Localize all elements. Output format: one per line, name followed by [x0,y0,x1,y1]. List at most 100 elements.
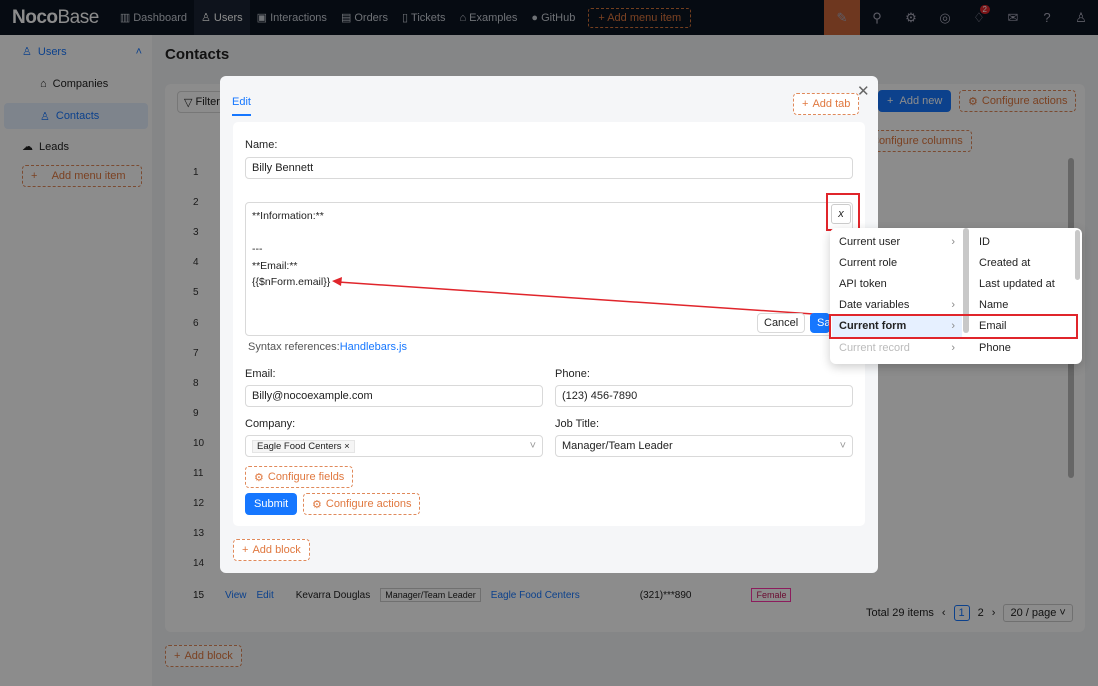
menu-item[interactable]: ID [979,235,990,248]
bank-icon: ⌂ [459,11,467,24]
menu-item[interactable]: Last updated at [979,277,1055,290]
nav-label: Dashboard [133,11,188,24]
page-size-select[interactable]: 20 / page ˅ [1003,604,1073,622]
menu-item[interactable]: Date variables › [832,295,962,316]
syntax-references: Syntax references:Handlebars.js [248,341,407,353]
sidebar-item-leads[interactable]: ☁ Leads [22,140,69,154]
nav-dashboard[interactable]: ▥ Dashboard [113,0,194,35]
sidebar-item-contacts[interactable]: ♙ Contacts [4,103,148,129]
cancel-button[interactable]: Cancel [757,313,806,333]
add-tab-button[interactable]: + Add tab [793,93,860,115]
chevron-right-icon: › [951,320,955,333]
name-input[interactable]: Billy Bennett [245,157,853,179]
notification-badge: 2 [979,5,990,14]
submit-button[interactable]: Submit [245,493,298,515]
modal-add-block-button[interactable]: + Add block [233,539,310,561]
chevron-right-icon: › [951,235,955,248]
filter-icon: ▽ [184,96,196,109]
sidebar-label: Companies [52,78,109,90]
menu-item[interactable]: Name [979,299,1009,312]
chevron-right-icon: › [951,341,955,354]
phone-input[interactable]: (123) 456-7890 [555,385,853,407]
logo[interactable]: NocoBase [12,6,99,28]
highlight-box [829,314,1078,339]
menu-item[interactable]: API token [832,273,962,294]
check-circle-icon[interactable]: ◎ [939,9,951,25]
add-new-button[interactable]: + Add new [878,90,952,112]
plugin-icon[interactable]: ⚲ [872,9,882,25]
sidebar-label: Contacts [55,110,100,122]
label: Add block [252,544,301,556]
row-number: 12 [193,498,205,510]
gear-icon[interactable]: ⚙ [905,9,917,25]
title-tag: Manager/Team Leader [380,588,481,602]
nav-github[interactable]: ● GitHub [524,0,582,35]
close-icon[interactable]: ✕ [857,83,870,100]
company-label: Company: [245,418,296,430]
menu-item[interactable]: Email [979,320,1007,333]
ui-editor-icon[interactable]: ✎ [824,0,860,35]
plus-icon: + [31,170,38,182]
sidebar: ♙ Users ˄ ⌂ Companies ♙ Contacts ☁ Leads + Ad… [0,35,152,686]
email-label: Email: [245,368,276,380]
variable-cascader [830,228,1082,364]
user-icon[interactable]: ♙ [1075,9,1087,25]
nav-users[interactable]: ♙ Users [194,0,250,35]
handlebars-link[interactable]: Handlebars.js [339,341,407,353]
page-1[interactable]: 1 [953,605,970,621]
label: Filter [195,96,220,108]
variable-button[interactable]: x [831,204,851,224]
label: Current role [839,256,898,269]
tab-edit[interactable]: Edit [232,96,251,116]
company-link[interactable]: Eagle Food Centers [490,589,580,601]
next-page-icon[interactable]: › [991,607,996,619]
leads-icon: ☁ [22,141,33,153]
company-select[interactable]: Eagle Food Centers × ˅ [245,435,543,457]
menu-item[interactable]: Created at [979,256,1031,269]
help-icon[interactable]: ? [1043,10,1051,25]
highlight-box [826,193,860,231]
configure-fields-button[interactable]: ⚙ Configure fields [245,466,354,488]
label: Add new [899,95,943,107]
add-menu-item-button[interactable]: + Add menu item [588,7,692,28]
menu-item[interactable]: Current role [832,252,962,273]
page-2[interactable]: 2 [977,607,984,619]
nav-tickets[interactable]: ▯ Tickets [395,0,453,35]
menu-item[interactable]: Current user › [832,231,962,252]
email-input[interactable]: Billy@nocoexample.com [245,385,543,407]
sidebar-label: Users [37,45,67,58]
save-button[interactable]: Save [810,313,830,333]
nav-label: Tickets [411,11,446,24]
nav-examples[interactable]: ⌂ Examples [452,0,524,35]
form-configure-actions-button[interactable]: ⚙ Configure actions [303,493,421,515]
sidebar-item-companies[interactable]: ⌂ Companies [40,78,108,90]
nav-label: Users [213,11,243,24]
row-number: 7 [193,347,199,359]
md-line: **Email:** [252,259,298,272]
name-label: Name: [245,139,278,151]
phone-cell: (321)***890 [639,589,692,601]
nav-orders[interactable]: ▤ Orders [334,0,395,35]
add-block-button[interactable]: + Add block [165,645,242,667]
interactions-icon: ▣ [256,12,268,24]
scrollbar[interactable] [963,228,969,333]
mail-icon[interactable]: ✉ [1007,9,1019,25]
configure-columns-button[interactable]: Configure columns [862,130,972,152]
menu-item[interactable]: Phone [979,341,1011,354]
sidebar-add-menu-item[interactable]: + Add menu item [22,165,142,187]
view-link[interactable]: View [225,589,247,601]
menu-item[interactable]: Current form › [832,315,962,337]
edit-link[interactable]: Edit [256,589,274,601]
prev-page-icon[interactable]: ‹ [941,607,946,619]
job-title-select[interactable]: Manager/Team Leader ˅ [555,435,853,457]
tickets-icon: ▯ [401,12,409,24]
job-title-label: Job Title: [555,418,600,430]
row-number: 2 [193,197,199,209]
label: Configure columns [871,135,963,147]
scrollbar[interactable] [1075,230,1080,280]
sidebar-item-users[interactable]: ♙ Users ˄ [22,45,142,59]
row-number: 4 [193,257,199,269]
bell-icon[interactable]: ♢ 2 [962,0,996,35]
configure-actions-button[interactable]: ⚙ Configure actions [959,90,1077,112]
nav-interactions[interactable]: ▣ Interactions [250,0,334,35]
